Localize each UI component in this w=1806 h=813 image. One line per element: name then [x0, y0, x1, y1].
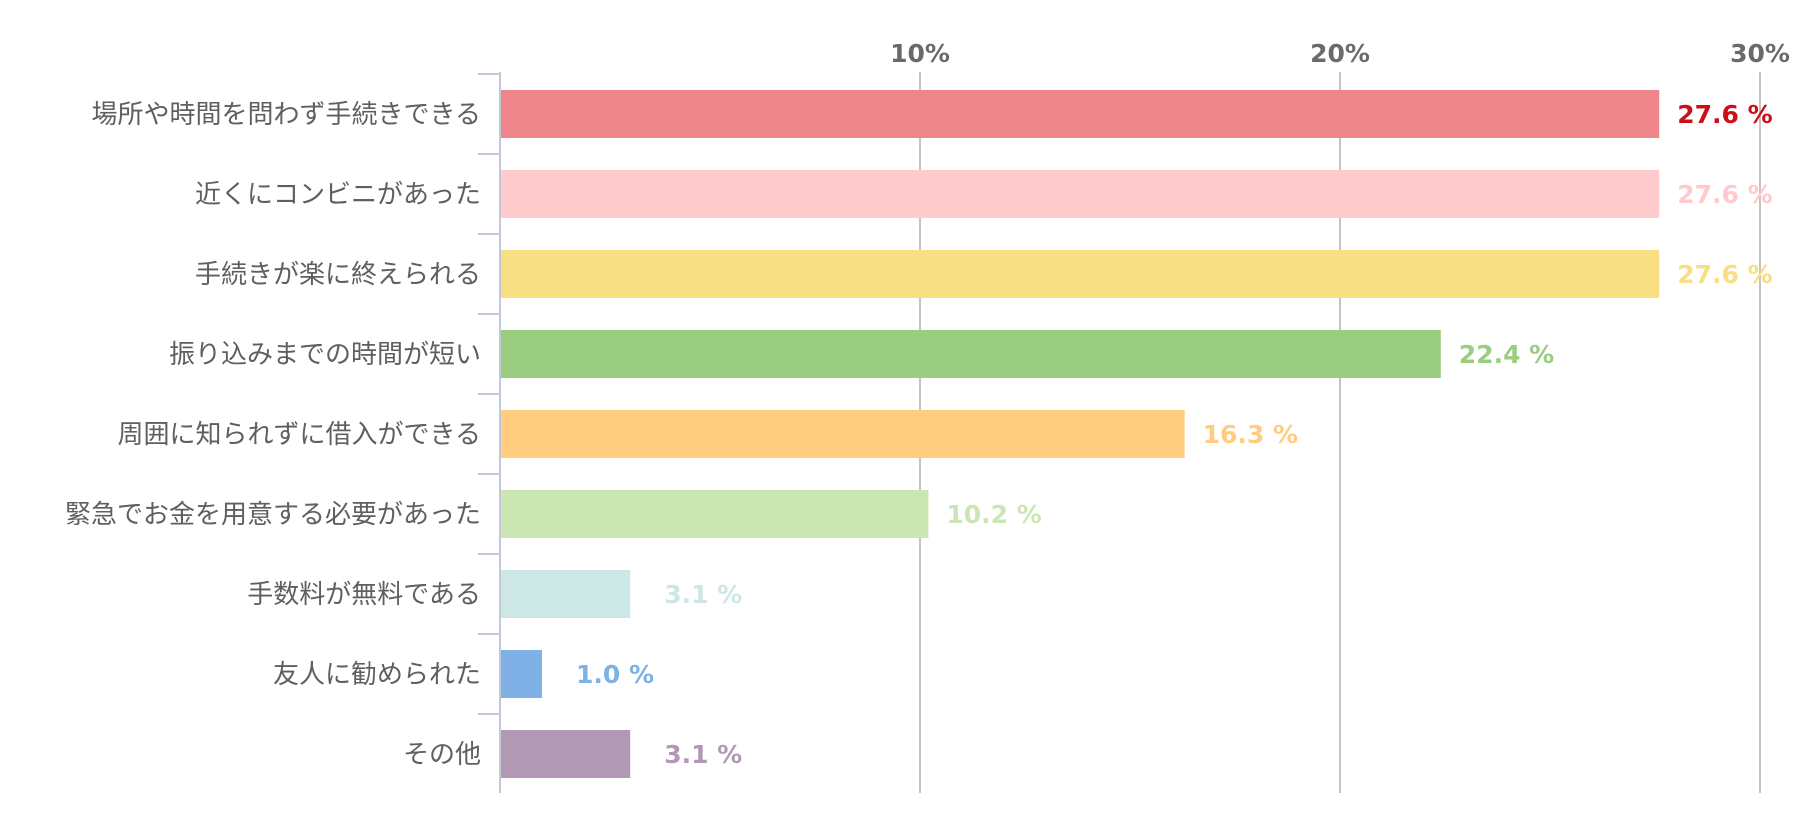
value-label: 3.1 %: [664, 740, 742, 769]
bar: [500, 650, 542, 698]
bar: [500, 730, 631, 778]
bar: [500, 570, 631, 618]
category-label: 手数料が無料である: [247, 580, 481, 610]
category-label: 周囲に知られずに借入ができる: [118, 420, 481, 450]
bar: [500, 90, 1660, 138]
category-label: 手続きが楽に終えられる: [195, 260, 481, 290]
category-label: 近くにコンビニがあった: [195, 180, 481, 210]
value-label: 3.1 %: [664, 580, 742, 609]
category-label: 振り込みまでの時間が短い: [169, 340, 481, 370]
bar: [500, 250, 1660, 298]
value-label: 27.6 %: [1677, 100, 1772, 129]
value-label: 22.4 %: [1459, 340, 1554, 369]
bars: [500, 90, 1660, 778]
value-label: 1.0 %: [576, 660, 654, 689]
y-axis: [478, 72, 501, 793]
category-label: 緊急でお金を用意する必要があった: [65, 500, 481, 530]
bar: [500, 410, 1185, 458]
value-label: 27.6 %: [1677, 180, 1772, 209]
bar: [500, 170, 1660, 218]
category-label: 場所や時間を問わず手続きできる: [92, 100, 481, 130]
category-label: 友人に勧められた: [273, 660, 481, 690]
x-tick-label: 10%: [890, 39, 950, 68]
value-label: 16.3 %: [1203, 420, 1298, 449]
category-label: その他: [403, 740, 481, 770]
bar: [500, 490, 929, 538]
value-label: 27.6 %: [1677, 260, 1772, 289]
value-label: 10.2 %: [946, 500, 1041, 529]
bar: [500, 330, 1441, 378]
x-tick-label: 30%: [1730, 39, 1790, 68]
category-labels: 場所や時間を問わず手続きできる近くにコンビニがあった手続きが楽に終えられる振り込…: [65, 100, 481, 770]
value-labels: 27.6 % 27.6 % 27.6 % 22.4 % 16.3 % 10.2 % 3.1 …: [576, 100, 1773, 769]
x-tick-label: 20%: [1310, 39, 1370, 68]
x-axis-ticks: 10% 20% 30%: [890, 39, 1790, 68]
